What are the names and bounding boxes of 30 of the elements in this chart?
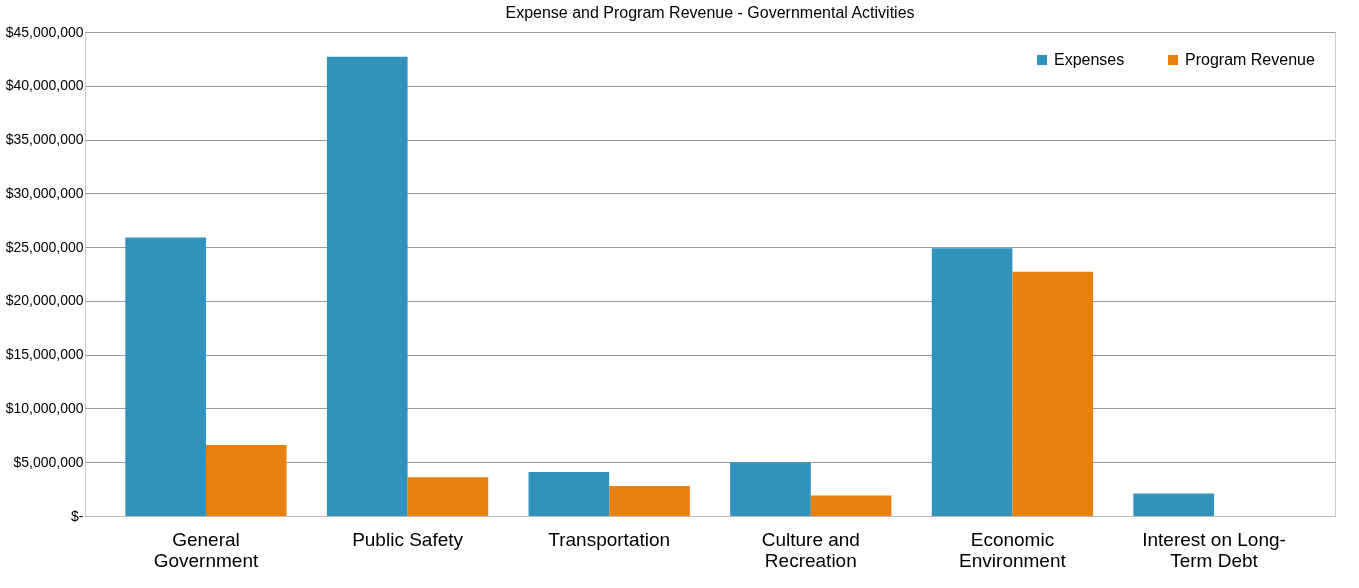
bar bbox=[931, 248, 1013, 516]
bar bbox=[1012, 271, 1094, 516]
y-tick-label: $20,000,000 bbox=[5, 292, 84, 309]
x-tick-label: Interest on Long-Term Debt bbox=[1142, 528, 1286, 571]
bar bbox=[609, 485, 690, 516]
y-tick-label: $5,000,000 bbox=[13, 453, 84, 470]
chart-title: Expense and Program Revenue - Governmental Activities bbox=[505, 4, 915, 21]
y-tick-label: $25,000,000 bbox=[5, 238, 84, 255]
legend-label: Program Revenue bbox=[1185, 51, 1315, 68]
y-tick-label: $40,000,000 bbox=[5, 77, 84, 94]
legend-label: Expenses bbox=[1054, 51, 1125, 68]
y-tick-label: $45,000,000 bbox=[5, 23, 84, 40]
bar bbox=[528, 471, 610, 516]
bar bbox=[810, 495, 892, 516]
x-tick-label: Public Safety bbox=[352, 528, 464, 550]
y-tick-label: $- bbox=[71, 507, 84, 524]
bar bbox=[205, 445, 287, 516]
bar bbox=[730, 462, 811, 516]
y-tick-label: $15,000,000 bbox=[5, 346, 84, 363]
bar bbox=[407, 477, 489, 516]
x-tick-label: Transportation bbox=[548, 528, 671, 550]
bar bbox=[326, 56, 408, 516]
bar bbox=[1133, 493, 1215, 516]
x-tick-label: Economic Environment bbox=[959, 528, 1067, 571]
x-tick-label: General Government bbox=[153, 528, 259, 571]
bar bbox=[125, 237, 206, 516]
y-tick-label: $35,000,000 bbox=[5, 131, 84, 148]
y-tick-label: $10,000,000 bbox=[5, 399, 84, 416]
y-tick-label: $30,000,000 bbox=[5, 184, 84, 201]
x-tick-label: Culture and Recreation bbox=[761, 528, 860, 571]
